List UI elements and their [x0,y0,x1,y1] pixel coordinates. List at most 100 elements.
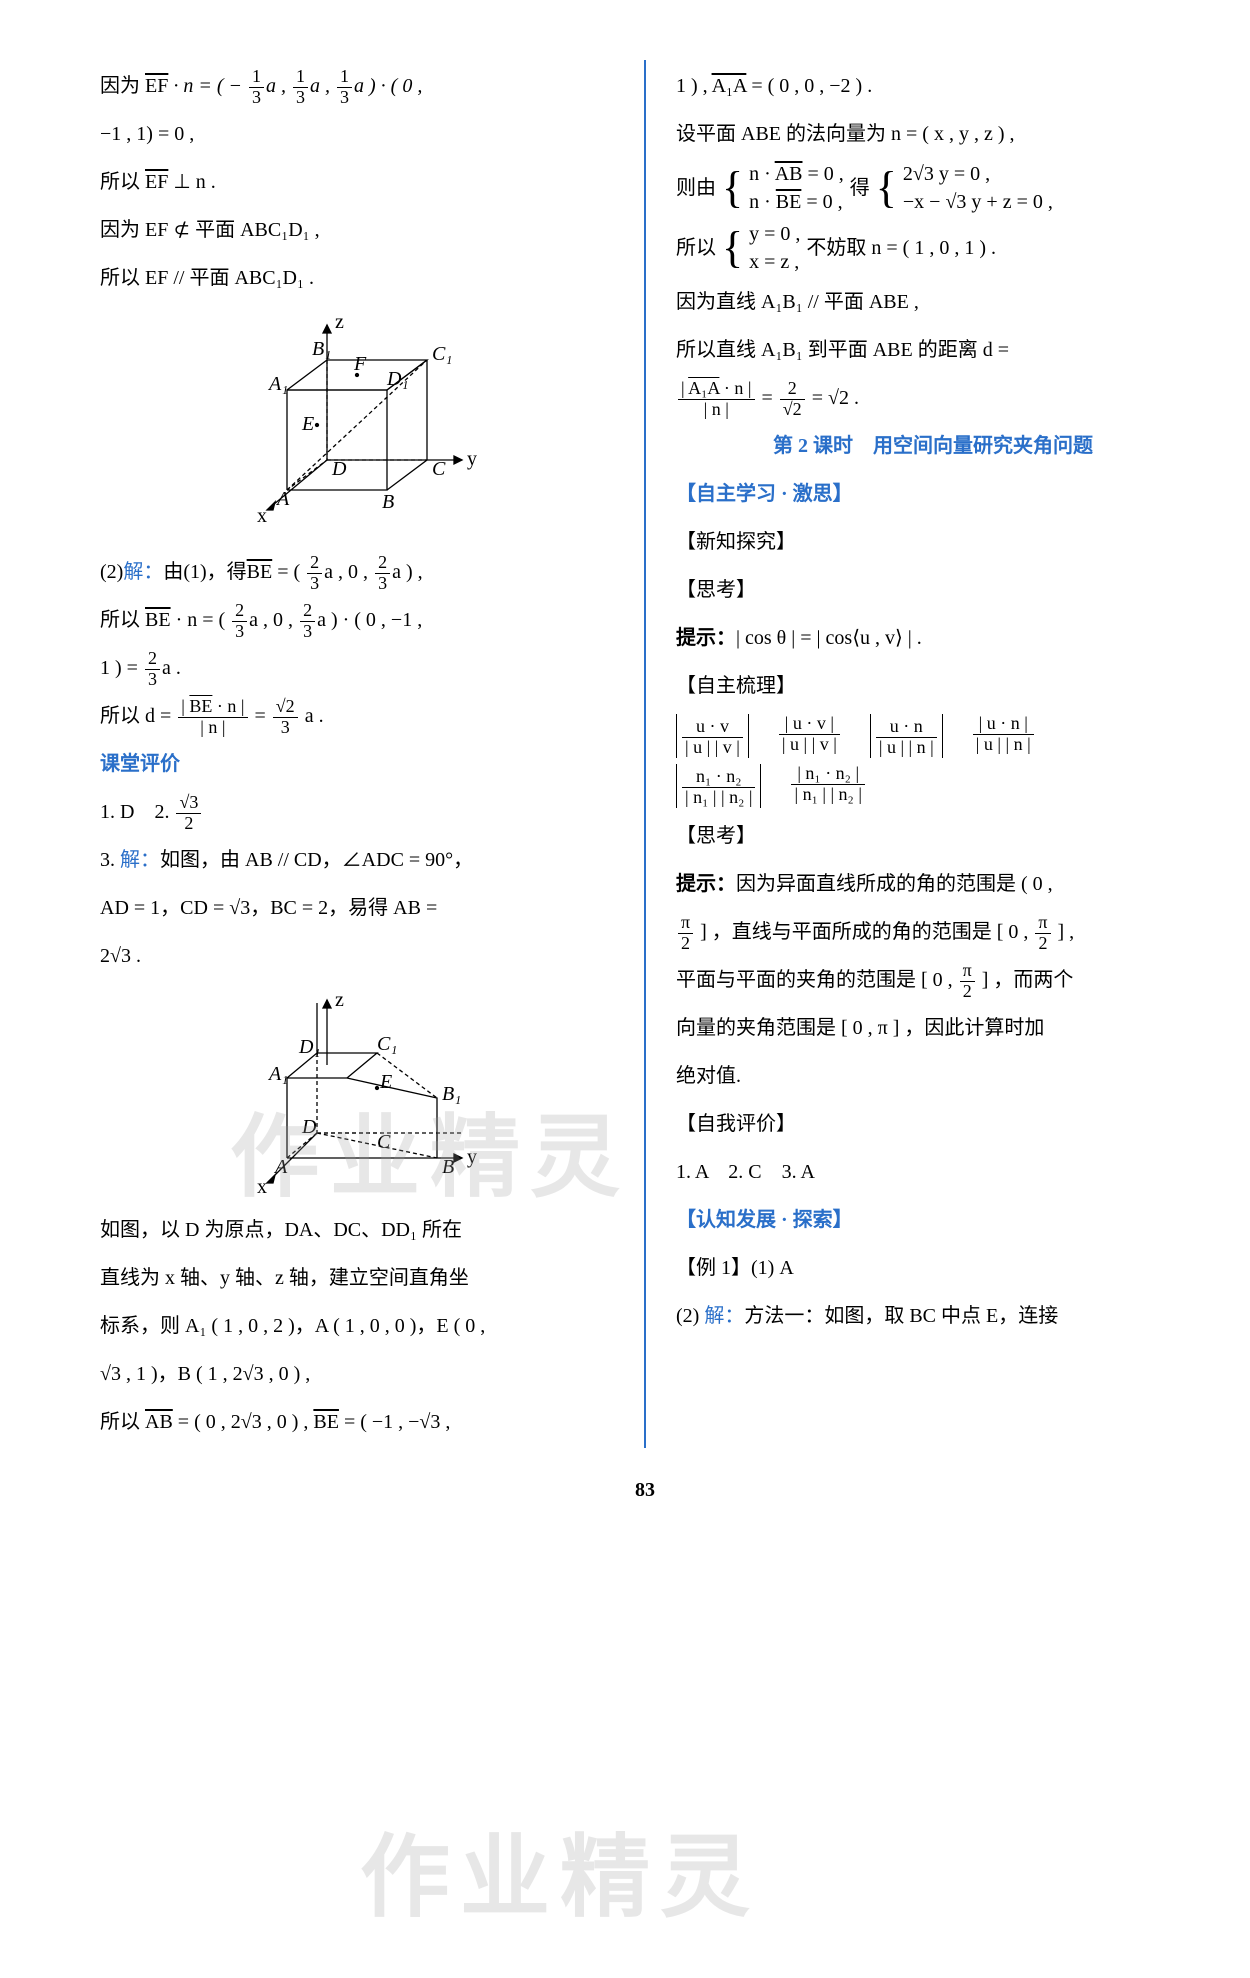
frac-2-3: 23 [145,649,160,690]
line-r3: 则由 { n · AB = 0 , n · BE = 0 , 得 { 2√3 y… [676,160,1190,216]
t: n · [749,163,775,185]
text: 平面与平面的夹角的范围是 [ 0 , [676,969,958,991]
text: 所以 [100,609,145,631]
label-solution: 解： [704,1305,744,1327]
eq: n · BE = 0 , [749,188,844,216]
label: C₁ [432,343,452,365]
answers-1-2: 1. D 2. √32 [100,790,614,834]
vec-ab: AB [145,1411,173,1433]
section-cognitive: 【认知发展 · 探索】 [676,1198,1190,1242]
label: E [379,1071,392,1093]
frac-1-3: 13 [337,67,352,108]
line-l5: 所以 EF // 平面 ABC₁D₁ . [100,256,614,300]
label-hint: 提示： [676,873,736,895]
frac: | n₁ · n₂ || n₁ | | n₂ | [791,764,864,808]
line-a3a: 3. 解：如图，由 AB // CD，∠ADC = 90°， [100,838,614,882]
label: D₁ [386,368,408,390]
text: 因为异面直线所成的角的范围是 ( 0 , [736,873,1053,895]
line-r9: 提示：因为异面直线所成的角的范围是 ( 0 , [676,862,1190,906]
text: | cos θ | = | cos⟨u , v⟩ | . [736,627,922,649]
example-1: 【例 1】(1) A [676,1246,1190,1290]
label: D [331,458,347,480]
frac: u · v| u | | v | [682,717,743,758]
den: 3 [249,88,264,108]
text: = [255,705,271,727]
den: 3 [300,622,315,642]
line-r1: 1 ) , A₁A = ( 0 , 0 , −2 ) . [676,64,1190,108]
figure-cube-1: A B C D A₁ B₁ C₁ D₁ E F x y z [227,310,487,540]
line-l3: 所以 EF ⊥ n . [100,160,614,204]
eq: 2√3 y = 0 , [903,160,1053,188]
text: = ( 0 , 2√3 , 0 ) , [173,1411,314,1433]
label: B₁ [442,1083,461,1105]
watermark-2: 作业精灵 [360,1780,760,1978]
frac-1-3: 13 [249,67,264,108]
line-l11: 直线为 x 轴、y 轴、z 轴，建立空间直角坐 [100,1256,614,1300]
text: a , 0 , [249,609,298,631]
figure-prism: A B C D A₁ B₁ C₁ D₁ E x y z [227,988,487,1198]
den: 2 [1035,934,1050,954]
text: · n = ( [171,609,231,631]
den: | n₁ | | n₂ | [791,785,864,805]
frac: u · n| u | | n | [876,717,937,758]
line-l4: 因为 EF ⊄ 平面 ABC₁D₁ , [100,208,614,252]
frac-pi-2: π2 [960,961,975,1002]
text: 所以 [100,1411,145,1433]
page-number: 83 [80,1468,1210,1512]
den: √2 [780,400,805,420]
section-new-explore: 【新知探究】 [676,520,1190,564]
section-self-study: 【自主学习 · 激思】 [676,472,1190,516]
text: 1 ) = [100,657,143,679]
section-think-2: 【思考】 [676,814,1190,858]
num: n₁ · n₂ [682,767,755,788]
den: | u | | n | [973,735,1034,755]
text: ] ，而两个 [977,969,1074,991]
line-r13: 绝对值. [676,1054,1190,1098]
line-l13: √3 , 1 )，B ( 1 , 2√3 , 0 ) , [100,1352,614,1396]
den: | n₁ | | n₂ | [682,788,755,808]
text: 如图，由 AB // CD，∠ADC = 90°， [160,849,473,871]
num: 1 [249,67,264,88]
eq: x = z , [749,248,800,276]
vec-be: BE [189,696,212,716]
den: 2 [678,934,693,954]
line-l6: (2)解：由(1)，得BE = ( 23a , 0 , 23a ) , [100,550,614,594]
text: (2) [676,1305,704,1327]
t: = 0 , [801,191,842,213]
text: a ) , [392,561,423,583]
num: | u · n | [973,714,1034,735]
text: ] , [1053,921,1075,943]
label-solution: 解： [123,561,163,583]
frac-dist: | BE · n | | n | [178,697,247,738]
text: ] ，直线与平面所成的角的范围是 [ 0 , [695,921,1033,943]
line-r6: 所以直线 A₁B₁ 到平面 ABE 的距离 d = [676,328,1190,372]
line-l8: 1 ) = 23a . [100,646,614,690]
line-r2: 设平面 ABE 的法向量为 n = ( x , y , z ) , [676,112,1190,156]
text: = √2 . [812,387,859,409]
frac-dist: | A₁A · n | | n | [678,379,755,420]
text: a ) · ( 0 , −1 , [317,609,422,631]
num: π [678,913,693,934]
label: C [377,1131,391,1153]
section-think: 【思考】 [676,568,1190,612]
text: 1. D 2. [100,801,174,823]
text: 所以 [100,171,145,193]
num: | u · v | [779,714,840,735]
text: a , 0 , [324,561,373,583]
label: A [275,488,290,510]
num: | n₁ · n₂ | [791,764,864,785]
axis-z: z [335,311,344,333]
vec-a1a: A₁A [712,75,747,97]
eq: −x − √3 y + z = 0 , [903,188,1053,216]
den: 3 [273,718,298,738]
text: a . [162,657,181,679]
text: 3. [100,849,120,871]
den: | n | [178,718,247,738]
text: = ( 0 , 0 , −2 ) . [746,75,872,97]
page-columns: 因为 EF · n = ( − 13a , 13a , 13a ) · ( 0 … [80,60,1210,1448]
frac-pi-2: π2 [1035,913,1050,954]
text: 所以 [676,226,716,270]
label: A₁ [267,373,288,395]
t: n · [749,191,776,213]
vec-ef: EF [145,171,168,193]
